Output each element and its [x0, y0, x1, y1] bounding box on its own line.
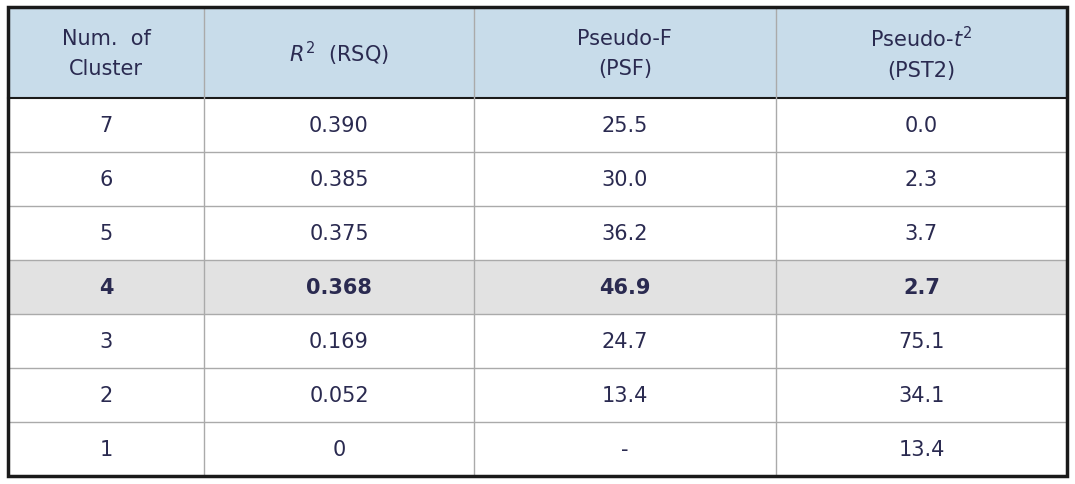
Text: 0.390: 0.390	[310, 116, 369, 136]
Bar	[8, 261, 1067, 315]
Text: 3: 3	[99, 332, 113, 351]
Text: 34.1: 34.1	[899, 385, 945, 405]
Text: 0.0: 0.0	[905, 116, 938, 136]
Text: 46.9: 46.9	[599, 278, 650, 298]
Text: 24.7: 24.7	[602, 332, 648, 351]
Bar	[8, 422, 1067, 476]
Text: 3.7: 3.7	[905, 224, 938, 244]
Text: 36.2: 36.2	[602, 224, 648, 244]
Text: Num.  of
Cluster: Num. of Cluster	[61, 29, 151, 78]
Text: 0.169: 0.169	[309, 332, 369, 351]
Text: 0: 0	[332, 439, 345, 459]
Text: 2.7: 2.7	[903, 278, 940, 298]
Text: 0.368: 0.368	[306, 278, 372, 298]
Text: 13.4: 13.4	[899, 439, 945, 459]
Text: 1: 1	[99, 439, 113, 459]
Bar	[8, 99, 1067, 153]
Text: 0.052: 0.052	[310, 385, 369, 405]
Text: 6: 6	[99, 170, 113, 190]
Text: 2.3: 2.3	[905, 170, 938, 190]
Text: 75.1: 75.1	[899, 332, 945, 351]
Text: 25.5: 25.5	[602, 116, 648, 136]
Bar	[8, 207, 1067, 261]
Text: 30.0: 30.0	[602, 170, 648, 190]
Text: -: -	[621, 439, 629, 459]
Text: $R^{2}$  (RSQ): $R^{2}$ (RSQ)	[289, 40, 389, 68]
Bar	[8, 315, 1067, 368]
Text: Pseudo-$t^{2}$
(PST2): Pseudo-$t^{2}$ (PST2)	[870, 26, 973, 81]
Text: 5: 5	[99, 224, 113, 244]
Text: 2: 2	[99, 385, 113, 405]
Text: 7: 7	[99, 116, 113, 136]
Text: Pseudo-F
(PSF): Pseudo-F (PSF)	[577, 29, 672, 78]
Text: 0.385: 0.385	[310, 170, 369, 190]
Bar	[8, 368, 1067, 422]
Bar	[8, 153, 1067, 207]
Text: 13.4: 13.4	[602, 385, 648, 405]
Text: 0.375: 0.375	[310, 224, 369, 244]
Bar	[8, 8, 1067, 99]
Text: 4: 4	[99, 278, 113, 298]
